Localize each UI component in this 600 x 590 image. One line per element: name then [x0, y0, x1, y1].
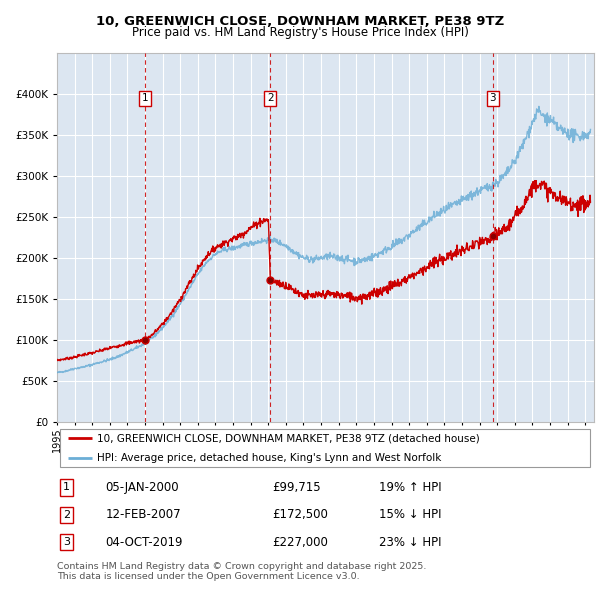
Text: £172,500: £172,500	[272, 508, 328, 522]
Text: 1: 1	[63, 483, 70, 493]
Text: 05-JAN-2000: 05-JAN-2000	[106, 481, 179, 494]
Text: 2: 2	[267, 93, 274, 103]
Text: £227,000: £227,000	[272, 536, 328, 549]
Text: Contains HM Land Registry data © Crown copyright and database right 2025.
This d: Contains HM Land Registry data © Crown c…	[57, 562, 427, 581]
Text: 2: 2	[63, 510, 70, 520]
Text: HPI: Average price, detached house, King's Lynn and West Norfolk: HPI: Average price, detached house, King…	[97, 453, 442, 463]
Text: 10, GREENWICH CLOSE, DOWNHAM MARKET, PE38 9TZ: 10, GREENWICH CLOSE, DOWNHAM MARKET, PE3…	[96, 15, 504, 28]
Text: 15% ↓ HPI: 15% ↓ HPI	[379, 508, 442, 522]
Text: £99,715: £99,715	[272, 481, 320, 494]
Text: 04-OCT-2019: 04-OCT-2019	[106, 536, 183, 549]
Text: 3: 3	[490, 93, 496, 103]
Text: Price paid vs. HM Land Registry's House Price Index (HPI): Price paid vs. HM Land Registry's House …	[131, 26, 469, 39]
Text: 12-FEB-2007: 12-FEB-2007	[106, 508, 181, 522]
Text: 23% ↓ HPI: 23% ↓ HPI	[379, 536, 442, 549]
Text: 10, GREENWICH CLOSE, DOWNHAM MARKET, PE38 9TZ (detached house): 10, GREENWICH CLOSE, DOWNHAM MARKET, PE3…	[97, 433, 480, 443]
Text: 3: 3	[63, 537, 70, 547]
FancyBboxPatch shape	[59, 429, 590, 467]
Text: 19% ↑ HPI: 19% ↑ HPI	[379, 481, 442, 494]
Text: 1: 1	[142, 93, 149, 103]
